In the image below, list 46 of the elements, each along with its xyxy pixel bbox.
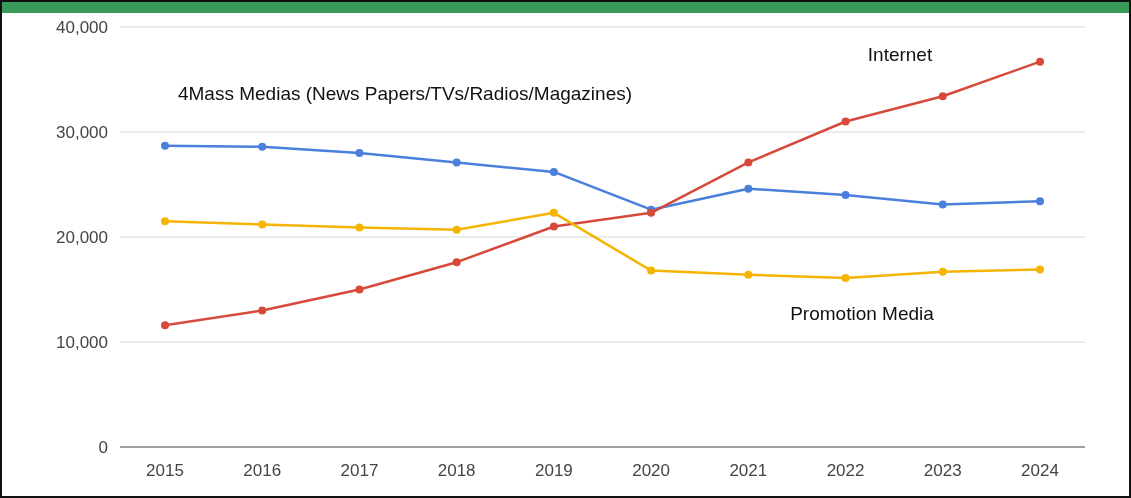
x-tick-label: 2022: [826, 461, 865, 480]
point: [258, 306, 267, 315]
text: 4Mass Medias (News Papers/TVs/Radios/Magazines): [177, 83, 633, 104]
point: [938, 267, 947, 276]
x-tick-label: 2023: [923, 461, 962, 480]
y-tick-label: 0: [98, 438, 108, 457]
point: [1036, 265, 1044, 274]
x-tick-label: 2020: [632, 461, 671, 480]
point: [938, 200, 947, 209]
point: [258, 142, 267, 151]
x-tick-label: 2015: [146, 461, 184, 480]
point: [938, 92, 947, 101]
point: [258, 220, 267, 229]
point: [841, 117, 850, 126]
point: [841, 191, 850, 199]
point: [161, 321, 169, 330]
point: [841, 273, 850, 282]
y-tick-label: 10,000: [56, 333, 108, 352]
point: [1036, 197, 1044, 206]
point: [355, 285, 364, 294]
point: [452, 158, 461, 167]
point: [452, 258, 461, 267]
y-tick-label: 40,000: [56, 18, 108, 37]
series-label: Internet: [867, 44, 933, 65]
y-tick-label: 20,000: [56, 228, 108, 247]
point: [744, 184, 753, 193]
point: [161, 141, 169, 150]
point: [549, 167, 558, 176]
point: [355, 149, 364, 157]
point: [549, 208, 558, 217]
x-tick-label: 2021: [729, 461, 768, 480]
point: [744, 158, 753, 167]
point: [355, 223, 364, 232]
x-tick-label: 2019: [534, 461, 573, 480]
point: [161, 217, 169, 226]
point: [744, 270, 753, 279]
series-label: Promotion Media: [790, 303, 935, 324]
point: [647, 266, 656, 275]
x-tick-label: 2017: [340, 461, 379, 480]
y-tick-label: 30,000: [56, 123, 108, 142]
x-tick-label: 2024: [1021, 461, 1059, 480]
x-tick-label: 2016: [243, 461, 282, 480]
x-tick-label: 2018: [437, 461, 476, 480]
point: [452, 225, 461, 234]
point: [1036, 57, 1044, 66]
point: [549, 222, 558, 231]
